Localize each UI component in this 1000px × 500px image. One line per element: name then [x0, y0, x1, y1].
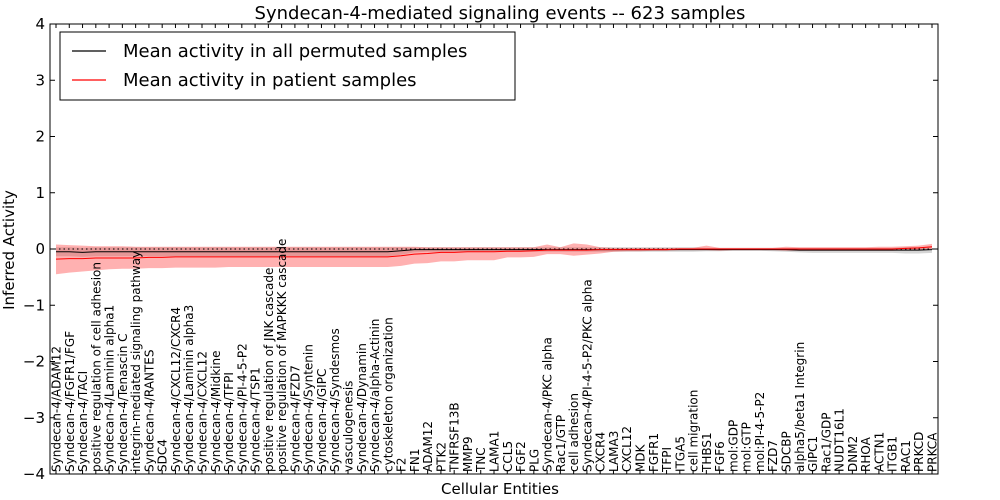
x-tick-label: Syndecan-4/GIPC [315, 369, 329, 472]
x-tick-label: RAC1 [899, 440, 913, 472]
x-tick-label: Syndecan-4/FZD7 [288, 365, 302, 472]
x-tick-label: FGFR1 [647, 433, 661, 472]
x-tick-label: SDC4 [156, 439, 170, 472]
x-tick-label: F2 [395, 457, 409, 472]
x-tick-label: integrin-mediated signaling pathway [129, 251, 143, 472]
x-tick-label: PTK2 [434, 442, 448, 472]
x-tick-label: FGF6 [713, 441, 727, 472]
x-tick-label: CXCL12 [620, 426, 634, 472]
x-tick-label: Syndecan-4/CXCL12 [196, 351, 210, 472]
x-tick-label: FN1 [408, 448, 422, 472]
x-tick-label: cell migration [687, 390, 701, 472]
y-tick-label: −2 [23, 353, 45, 371]
legend-label: Mean activity in all permuted samples [123, 41, 467, 62]
x-tick-label: vasculogenesis [342, 381, 356, 472]
x-tick-label: ITGA5 [673, 436, 687, 472]
x-tick-label: Syndecan-4/Dynamin [355, 343, 369, 472]
chart-title: Syndecan-4-mediated signaling events -- … [255, 3, 746, 24]
x-tick-label: Syndecan-4/TFPI [222, 372, 236, 472]
x-tick-label: TNFRSF13B [448, 402, 462, 473]
legend: Mean activity in all permuted samples Mea… [59, 31, 516, 101]
y-tick-label: 3 [35, 71, 45, 89]
series-line-permuted [56, 249, 933, 253]
y-axis-label: Inferred Activity [0, 190, 18, 310]
x-tick-label: MMP9 [461, 436, 475, 472]
x-tick-label: Syndecan-4/Midkine [209, 351, 223, 472]
x-tick-label: TNC [474, 447, 488, 473]
x-tick-label: Syndecan-4/FGFR1/FGF [63, 331, 77, 472]
x-tick-label: RHOA [859, 436, 873, 472]
x-tick-label: PRKCA [926, 432, 940, 472]
x-tick-label: mol:GTP [740, 422, 754, 472]
x-tick-label: FGF2 [514, 441, 528, 472]
x-tick-label: positive regulation of MAPKKK cascade [275, 239, 289, 472]
x-tick-label: Syndecan-4/ADAM12 [50, 346, 64, 472]
x-tick-label: cytoskeleton organization [381, 317, 395, 472]
x-tick-label: Rac1/GTP [554, 415, 568, 472]
patient-band [56, 243, 932, 275]
x-tick-label: THBS1 [700, 432, 714, 473]
y-tick-label: 0 [35, 240, 45, 258]
x-tick-label: Syndecan-4/Laminin alpha3 [182, 305, 196, 472]
x-tick-label: Rac1/GDP [819, 413, 833, 472]
y-tick-label: 4 [35, 15, 45, 33]
x-tick-label: Syndecan-4/PI-4-5-P2/PKC alpha [580, 279, 594, 472]
legend-label: Mean activity in patient samples [123, 70, 417, 91]
x-tick-label: GIPC1 [806, 436, 820, 472]
x-tick-label: Syndecan-4/RANTES [142, 350, 156, 472]
x-tick-label: positive regulation of cell adhesion [89, 262, 103, 472]
x-tick-label: ITGB1 [886, 436, 900, 472]
y-tick-label: 2 [35, 128, 45, 146]
x-tick-label: Syndecan-4/Laminin alpha1 [103, 305, 117, 472]
x-tick-label: mol:GDP [726, 420, 740, 472]
x-tick-label: Syndecan-4/CXCL12/CXCR4 [169, 307, 183, 472]
legend-box [59, 31, 516, 101]
x-tick-label: CCL5 [501, 441, 515, 472]
x-axis-label: Cellular Entities [441, 480, 559, 498]
x-tick-label: SDCBP [780, 431, 794, 472]
series-line-patient [55, 246, 933, 260]
x-tick-label: NUDT16L1 [833, 408, 847, 472]
x-tick-label: PLG [527, 449, 541, 472]
x-tick-label: alpha5/beta1 Integrin [793, 342, 807, 472]
x-tick-label: Syndecan-4/Tenascin C [116, 333, 130, 472]
x-tick-label: LAMA3 [607, 431, 621, 472]
x-tick-label: DNM2 [846, 436, 860, 472]
x-tick-label: Syndecan-4/alpha-Actinin [368, 319, 382, 472]
x-tick-label: TFPI [660, 447, 674, 473]
x-tick-label: mol:PI-4-5-P2 [753, 392, 767, 472]
x-tick-label: Syndecan-4/TSP1 [249, 367, 263, 472]
y-tick-label: 1 [35, 184, 45, 202]
x-tick-label: Syndecan-4/Syntenin [302, 344, 316, 472]
y-tick-label: −1 [23, 296, 45, 314]
x-tick-label: Syndecan-4/PI-4-5-P2 [235, 343, 249, 472]
x-tick-label: positive regulation of JNK cascade [262, 268, 276, 472]
x-tick-label: Syndecan-4/Syndesmos [328, 328, 342, 472]
x-tick-label: cell adhesion [567, 393, 581, 472]
x-tick-label: ACTN1 [872, 432, 886, 472]
x-tick-label: CXCR4 [594, 432, 608, 472]
y-tick-label: −4 [23, 465, 45, 483]
x-tick-label: MDK [634, 443, 648, 472]
y-tick-label: −3 [23, 409, 45, 427]
x-tick-label: Syndecan-4/TACI [76, 371, 90, 472]
x-tick-label: Syndecan-4/PKC alpha [541, 337, 555, 472]
x-tick-label: ADAM12 [421, 421, 435, 472]
x-tick-label: PRKCD [912, 432, 926, 472]
x-tick-label: LAMA1 [488, 431, 502, 472]
x-tick-label: FZD7 [766, 440, 780, 472]
